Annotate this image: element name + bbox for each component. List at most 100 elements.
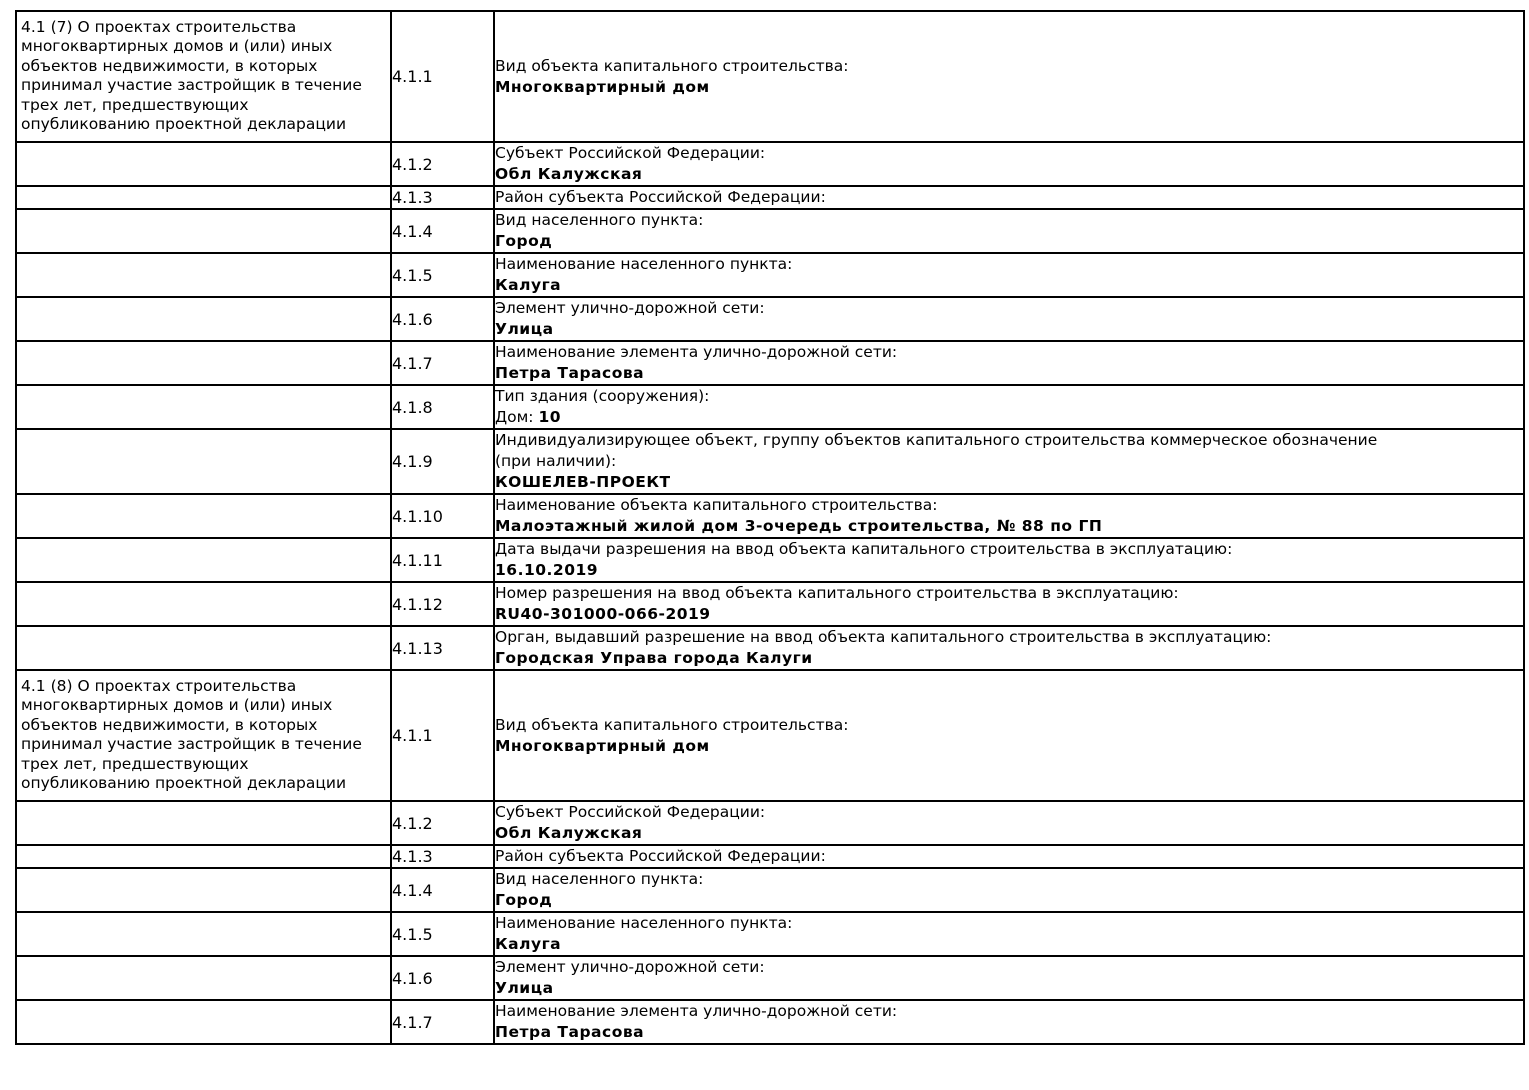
field-label: Район субъекта Российской Федерации: bbox=[495, 847, 826, 865]
field-label: Элемент улично-дорожной сети: bbox=[495, 299, 765, 317]
field-value-text: Город bbox=[495, 232, 553, 250]
field-label: Вид населенного пункта: bbox=[495, 870, 704, 888]
table-row: 4.1.9 Индивидуализирующее объект, группу… bbox=[15, 428, 1525, 495]
field-value: Многоквартирный дом bbox=[495, 77, 1522, 98]
empty-cell bbox=[15, 493, 392, 539]
field-label: Элемент улично-дорожной сети: bbox=[495, 958, 765, 976]
field-value-text: Улица bbox=[495, 979, 554, 997]
item-content-cell: Тип здания (сооружения): Дом: 10 bbox=[493, 384, 1525, 430]
table-row: 4.1.2 Субъект Российской Федерации: Обл … bbox=[15, 800, 1525, 846]
empty-cell bbox=[15, 296, 392, 342]
field-value: RU40-301000-066-2019 bbox=[495, 604, 1522, 624]
field-label: Субъект Российской Федерации: bbox=[495, 803, 766, 821]
field-value: Многоквартирный дом bbox=[495, 736, 1522, 757]
field-label: Номер разрешения на ввод объекта капитал… bbox=[495, 584, 1179, 602]
item-number-cell: 4.1.1 bbox=[390, 10, 495, 143]
empty-cell bbox=[15, 208, 392, 254]
table-row: 4.1 (8) О проектах строительства многокв… bbox=[15, 669, 1525, 802]
empty-cell bbox=[15, 141, 392, 187]
item-content-cell: Индивидуализирующее объект, группу объек… bbox=[493, 428, 1525, 495]
field-value-text: КОШЕЛЕВ-ПРОЕКТ bbox=[495, 473, 671, 491]
table-row: 4.1.5 Наименование населенного пункта: К… bbox=[15, 252, 1525, 298]
field-value-text: Обл Калужская bbox=[495, 165, 643, 183]
empty-cell bbox=[15, 800, 392, 846]
empty-cell bbox=[15, 999, 392, 1045]
empty-cell bbox=[15, 911, 392, 957]
item-number-cell: 4.1.6 bbox=[390, 296, 495, 342]
field-value-text: Петра Тарасова bbox=[495, 1023, 645, 1041]
item-number-cell: 4.1.8 bbox=[390, 384, 495, 430]
item-content-cell: Субъект Российской Федерации: Обл Калужс… bbox=[493, 800, 1525, 846]
table-row: 4.1.6 Элемент улично-дорожной сети: Улиц… bbox=[15, 955, 1525, 1001]
table-row: 4.1 (7) О проектах строительства многокв… bbox=[15, 10, 1525, 143]
item-content-cell: Вид населенного пункта: Город bbox=[493, 867, 1525, 913]
item-number-cell: 4.1.3 bbox=[390, 844, 495, 869]
field-label: Индивидуализирующее объект, группу объек… bbox=[495, 431, 1378, 470]
item-number-cell: 4.1.4 bbox=[390, 208, 495, 254]
item-number-cell: 4.1.12 bbox=[390, 581, 495, 627]
field-value-text: Улица bbox=[495, 320, 554, 338]
field-label: Наименование населенного пункта: bbox=[495, 255, 793, 273]
field-value-text: Город bbox=[495, 891, 553, 909]
project-declaration-table: 4.1 (7) О проектах строительства многокв… bbox=[15, 10, 1525, 1045]
table-row: 4.1.4 Вид населенного пункта: Город bbox=[15, 208, 1525, 254]
item-content-cell: Наименование населенного пункта: Калуга bbox=[493, 252, 1525, 298]
field-value: Петра Тарасова bbox=[495, 363, 1522, 383]
item-number-cell: 4.1.2 bbox=[390, 141, 495, 187]
field-value-text: 16.10.2019 bbox=[495, 561, 599, 579]
item-content-cell: Элемент улично-дорожной сети: Улица bbox=[493, 296, 1525, 342]
table-row: 4.1.3 Район субъекта Российской Федераци… bbox=[15, 844, 1525, 869]
field-label: Наименование объекта капитального строит… bbox=[495, 496, 938, 514]
table-row: 4.1.4 Вид населенного пункта: Город bbox=[15, 867, 1525, 913]
item-content-cell: Район субъекта Российской Федерации: bbox=[493, 844, 1525, 869]
table-row: 4.1.12 Номер разрешения на ввод объекта … bbox=[15, 581, 1525, 627]
field-label: Орган, выдавший разрешение на ввод объек… bbox=[495, 628, 1272, 646]
item-content-cell: Наименование объекта капитального строит… bbox=[493, 493, 1525, 539]
table-row: 4.1.6 Элемент улично-дорожной сети: Улиц… bbox=[15, 296, 1525, 342]
item-content-cell: Дата выдачи разрешения на ввод объекта к… bbox=[493, 537, 1525, 583]
empty-cell bbox=[15, 252, 392, 298]
table-row: 4.1.10 Наименование объекта капитального… bbox=[15, 493, 1525, 539]
item-content-cell: Субъект Российской Федерации: Обл Калужс… bbox=[493, 141, 1525, 187]
item-number-cell: 4.1.10 bbox=[390, 493, 495, 539]
table-row: 4.1.11 Дата выдачи разрешения на ввод об… bbox=[15, 537, 1525, 583]
field-label: Наименование элемента улично-дорожной се… bbox=[495, 1002, 898, 1020]
field-value: Калуга bbox=[495, 934, 1522, 954]
item-number-cell: 4.1.1 bbox=[390, 669, 495, 802]
section-description: 4.1 (7) О проектах строительства многокв… bbox=[21, 17, 362, 134]
field-value-text: Петра Тарасова bbox=[495, 364, 645, 382]
item-number-cell: 4.1.7 bbox=[390, 999, 495, 1045]
field-value-text: Малоэтажный жилой дом 3-очередь строител… bbox=[495, 517, 1103, 535]
item-number-cell: 4.1.13 bbox=[390, 625, 495, 671]
item-content-cell: Наименование элемента улично-дорожной се… bbox=[493, 340, 1525, 386]
field-value: Обл Калужская bbox=[496, 823, 1522, 843]
field-value-text: Многоквартирный дом bbox=[495, 736, 710, 755]
field-label: Субъект Российской Федерации: bbox=[495, 144, 766, 162]
field-value: Улица bbox=[495, 978, 1522, 998]
field-label: Тип здания (сооружения): bbox=[495, 387, 710, 405]
table-row: 4.1.8 Тип здания (сооружения): Дом: 10 bbox=[15, 384, 1525, 430]
field-label: Вид объекта капитального строительства: bbox=[495, 56, 849, 75]
section-description-cell: 4.1 (7) О проектах строительства многокв… bbox=[15, 10, 392, 143]
field-label: Наименование населенного пункта: bbox=[495, 914, 793, 932]
field-value-text: Калуга bbox=[495, 935, 562, 953]
field-value: Дом: 10 bbox=[496, 407, 1522, 427]
item-number-cell: 4.1.7 bbox=[390, 340, 495, 386]
item-number-cell: 4.1.11 bbox=[390, 537, 495, 583]
field-value: Обл Калужская bbox=[495, 164, 1522, 184]
field-value: Город bbox=[495, 231, 1522, 251]
field-value: Калуга bbox=[495, 275, 1522, 295]
empty-cell bbox=[15, 844, 392, 869]
empty-cell bbox=[15, 185, 392, 210]
field-value-text: Калуга bbox=[495, 276, 562, 294]
field-value-text: Многоквартирный дом bbox=[495, 77, 710, 96]
table-row: 4.1.2 Субъект Российской Федерации: Обл … bbox=[15, 141, 1525, 187]
field-value: 16.10.2019 bbox=[495, 560, 1522, 580]
field-label: Вид объекта капитального строительства: bbox=[495, 715, 849, 734]
field-value: Петра Тарасова bbox=[495, 1022, 1522, 1042]
field-value-text: RU40-301000-066-2019 bbox=[495, 605, 711, 623]
field-value-text: 10 bbox=[538, 408, 562, 426]
field-value: Город bbox=[495, 890, 1522, 910]
empty-cell bbox=[15, 867, 392, 913]
field-label: Наименование элемента улично-дорожной се… bbox=[495, 343, 898, 361]
